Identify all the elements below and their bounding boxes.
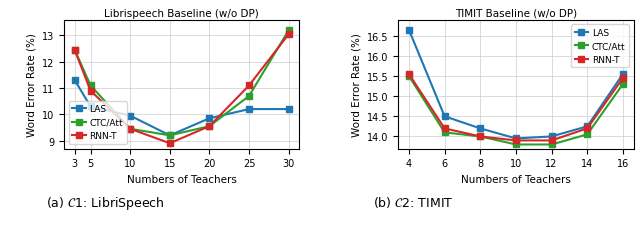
- RNN-T: [205, 125, 213, 128]
- CTC/Att: [619, 83, 627, 86]
- LAS: [126, 115, 134, 117]
- CTC/Att: [166, 134, 173, 137]
- Line: LAS: LAS: [406, 28, 626, 142]
- CTC/Att: [245, 95, 253, 98]
- Y-axis label: Word Error Rate (%): Word Error Rate (%): [351, 33, 362, 136]
- Text: (b) $\mathcal{C}$2: TIMIT: (b) $\mathcal{C}$2: TIMIT: [372, 194, 453, 209]
- X-axis label: Numbers of Teachers: Numbers of Teachers: [461, 174, 571, 184]
- LAS: [71, 79, 79, 82]
- RNN-T: [71, 49, 79, 52]
- Line: CTC/Att: CTC/Att: [406, 74, 626, 148]
- RNN-T: [405, 73, 413, 76]
- Line: RNN-T: RNN-T: [406, 72, 626, 144]
- RNN-T: [86, 90, 94, 93]
- LAS: [512, 137, 520, 140]
- RNN-T: [285, 34, 292, 36]
- RNN-T: [476, 135, 484, 138]
- RNN-T: [441, 127, 449, 130]
- RNN-T: [126, 128, 134, 131]
- LAS: [619, 73, 627, 76]
- Line: RNN-T: RNN-T: [72, 32, 291, 146]
- LAS: [548, 135, 556, 138]
- LAS: [441, 115, 449, 118]
- RNN-T: [512, 139, 520, 142]
- RNN-T: [548, 139, 556, 142]
- CTC/Att: [512, 143, 520, 146]
- CTC/Att: [285, 30, 292, 33]
- Legend: LAS, CTC/Att, RNN-T: LAS, CTC/Att, RNN-T: [571, 25, 629, 68]
- CTC/Att: [405, 75, 413, 78]
- CTC/Att: [476, 135, 484, 138]
- Title: Librispeech Baseline (w/o DP): Librispeech Baseline (w/o DP): [104, 8, 259, 19]
- LAS: [476, 127, 484, 130]
- CTC/Att: [71, 49, 79, 52]
- CTC/Att: [86, 85, 94, 87]
- Legend: LAS, CTC/Att, RNN-T: LAS, CTC/Att, RNN-T: [68, 101, 127, 144]
- X-axis label: Numbers of Teachers: Numbers of Teachers: [127, 174, 237, 184]
- CTC/Att: [584, 134, 591, 136]
- RNN-T: [245, 85, 253, 87]
- RNN-T: [166, 142, 173, 145]
- Line: CTC/Att: CTC/Att: [72, 28, 291, 139]
- Line: LAS: LAS: [72, 78, 291, 139]
- CTC/Att: [205, 125, 213, 128]
- CTC/Att: [441, 131, 449, 134]
- Y-axis label: Word Error Rate (%): Word Error Rate (%): [26, 33, 36, 136]
- LAS: [86, 106, 94, 108]
- Text: (a) $\mathcal{C}$1: LibriSpeech: (a) $\mathcal{C}$1: LibriSpeech: [46, 194, 165, 211]
- CTC/Att: [126, 128, 134, 131]
- LAS: [245, 108, 253, 111]
- RNN-T: [619, 77, 627, 80]
- LAS: [285, 108, 292, 111]
- RNN-T: [584, 127, 591, 130]
- Title: TIMIT Baseline (w/o DP): TIMIT Baseline (w/o DP): [455, 8, 577, 19]
- LAS: [405, 29, 413, 32]
- LAS: [584, 125, 591, 128]
- CTC/Att: [548, 143, 556, 146]
- LAS: [205, 117, 213, 120]
- LAS: [166, 134, 173, 137]
